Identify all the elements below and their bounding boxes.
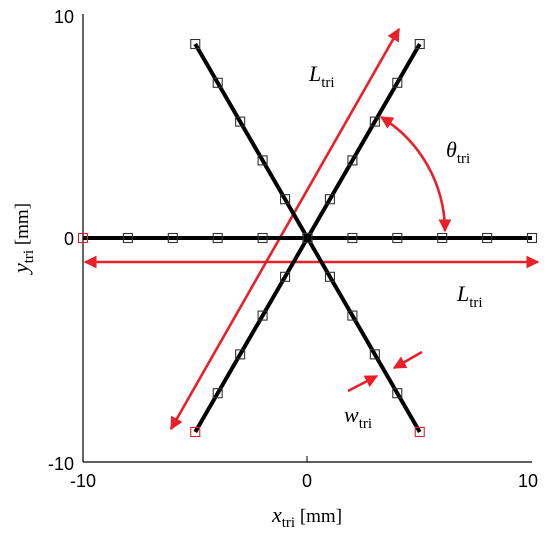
sample-marker xyxy=(347,155,358,166)
sample-marker xyxy=(279,271,291,282)
sample-marker xyxy=(257,310,268,321)
sample-marker xyxy=(257,232,268,244)
y-axis-label: ytri [mm] xyxy=(8,203,37,275)
width-arrow-upper xyxy=(392,350,423,370)
horizontal-length-label: Ltri xyxy=(456,281,483,311)
x-tick-label-right: 10 xyxy=(518,471,538,491)
sample-marker xyxy=(235,116,246,127)
sample-marker xyxy=(324,194,336,205)
x-tick-label-left: -10 xyxy=(70,471,96,491)
leg-end-marker xyxy=(190,426,201,438)
sample-marker xyxy=(347,310,358,321)
sample-marker xyxy=(392,388,403,399)
sample-markers xyxy=(77,38,538,438)
sample-marker xyxy=(526,232,538,244)
diagonal-length-label: Ltri xyxy=(308,61,335,91)
y-tick-label-bottom: -10 xyxy=(48,454,74,474)
sample-marker xyxy=(122,232,133,244)
sample-marker xyxy=(482,232,493,244)
x-tick-label-middle: 0 xyxy=(302,471,312,491)
sample-marker xyxy=(324,271,336,282)
leg-end-marker xyxy=(77,232,89,244)
sample-marker xyxy=(190,38,201,50)
sample-marker xyxy=(347,232,358,244)
leg-end-marker xyxy=(414,426,425,438)
diagonal-length-arrow xyxy=(169,27,401,431)
sample-marker xyxy=(257,155,268,166)
annotation-arrows xyxy=(83,27,540,431)
sample-marker xyxy=(279,194,291,205)
angle-arc-arrow xyxy=(379,115,452,233)
sample-marker xyxy=(302,232,313,244)
sample-marker xyxy=(369,116,380,127)
sample-marker xyxy=(437,232,448,244)
sample-marker xyxy=(414,38,425,50)
electrode-legs xyxy=(83,43,532,433)
sample-marker xyxy=(212,232,223,244)
x-axis-label: xtri [mm] xyxy=(271,502,342,531)
sample-marker xyxy=(212,388,223,399)
y-tick-label-top: 10 xyxy=(54,7,74,27)
width-arrow-lower xyxy=(347,374,379,393)
sample-marker xyxy=(369,349,380,360)
y-tick-label-middle: 0 xyxy=(64,229,74,249)
sample-marker xyxy=(235,349,246,360)
sample-marker xyxy=(167,232,178,244)
sample-marker xyxy=(212,77,223,88)
width-label: wtri xyxy=(344,402,372,432)
sample-marker xyxy=(392,232,403,244)
sample-marker xyxy=(392,77,403,88)
angle-label: θtri xyxy=(446,137,470,167)
